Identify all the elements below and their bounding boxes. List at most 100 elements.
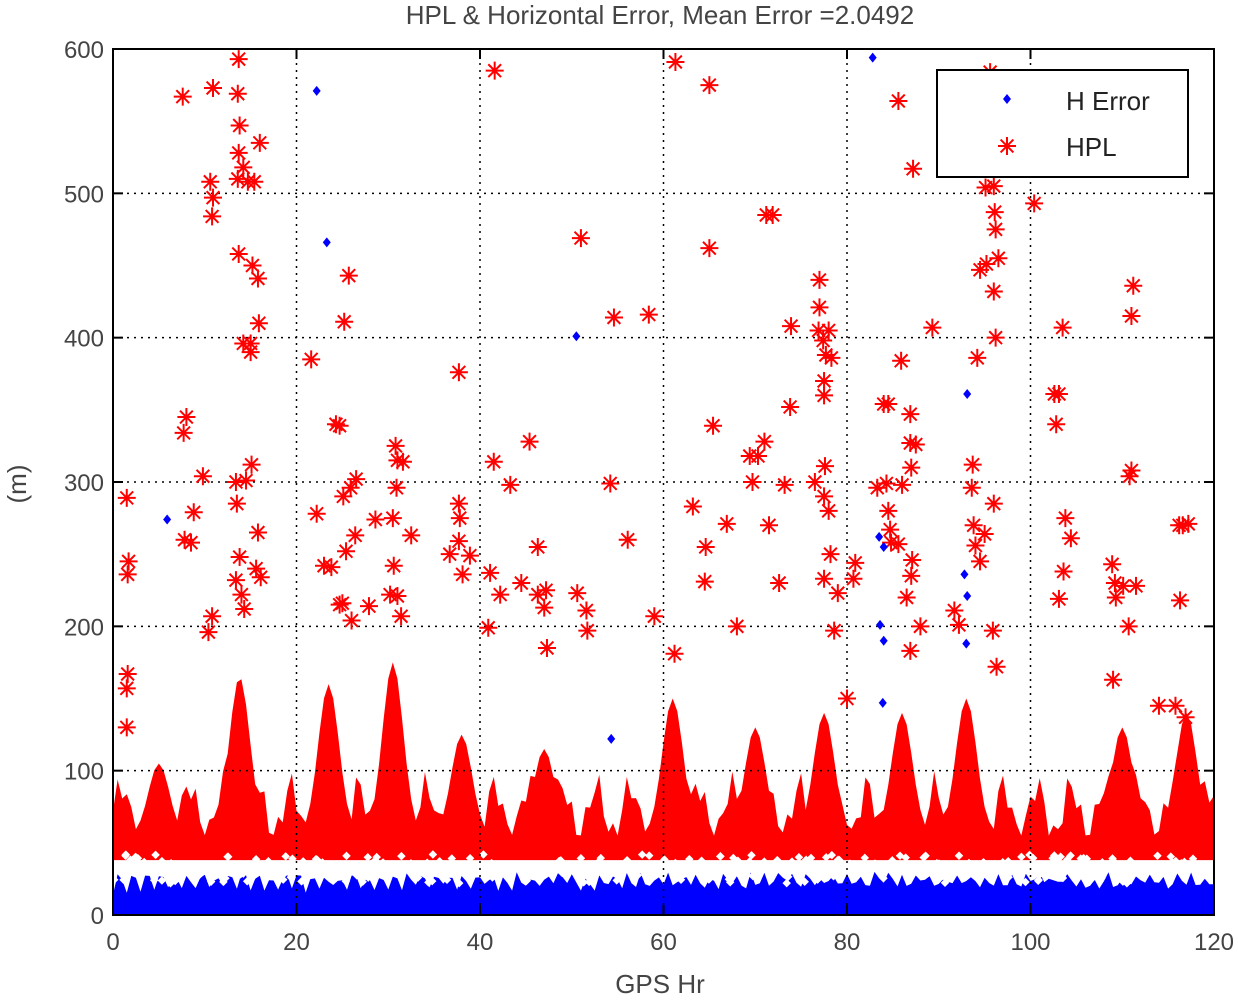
hpl-point [383, 509, 402, 528]
hpl-point [381, 585, 400, 604]
hpl-point [645, 607, 664, 626]
hpl-point [322, 558, 341, 577]
gap-speckle [584, 877, 594, 887]
y-tick-label: 300 [64, 470, 104, 497]
x-tick-label: 40 [467, 929, 494, 956]
hpl-point [346, 526, 365, 545]
gap-speckle [1025, 850, 1034, 860]
hpl-point [388, 451, 407, 470]
hpl-point [775, 475, 794, 494]
hpl-point [700, 239, 719, 258]
hpl-point [904, 159, 923, 178]
hpl-point [949, 615, 968, 634]
y-tick-label: 600 [64, 37, 104, 64]
gap-speckle [822, 867, 832, 876]
gap-speckle [940, 878, 950, 888]
gap-speckle [1182, 868, 1191, 878]
gap-speckle [716, 859, 725, 869]
hpl-point [1176, 708, 1195, 727]
hpl-point [248, 523, 267, 542]
gap-speckle [298, 857, 308, 866]
hpl-point [1173, 516, 1192, 535]
gap-speckle [787, 857, 797, 866]
hpl-point [828, 584, 847, 603]
hpl-point [868, 478, 887, 497]
data-points [117, 50, 1198, 744]
gap-speckle [1126, 856, 1135, 866]
hpl-point [568, 584, 587, 603]
gap-speckle [281, 852, 290, 861]
hpl-point [815, 457, 834, 476]
gap-speckle [341, 877, 351, 886]
gap-speckle [167, 865, 176, 874]
gap-speckle [332, 866, 341, 875]
hpl-point [695, 572, 714, 591]
hpl-point [964, 516, 983, 535]
gap-speckle [704, 875, 714, 884]
gap-speckle [1087, 874, 1097, 883]
gap-speckle [800, 877, 809, 886]
hpl-point [237, 471, 256, 490]
y-tick-label: 200 [64, 614, 104, 641]
hpl-point [984, 282, 1003, 301]
gap-speckle [833, 855, 843, 864]
gap-speckle [1048, 854, 1057, 863]
gap-speckle [487, 858, 496, 868]
legend-label-h-error: H Error [1066, 86, 1150, 116]
gap-speckle [747, 851, 756, 860]
hpl-point [1127, 576, 1146, 595]
gap-speckle [1056, 852, 1065, 862]
hpl-point [814, 331, 833, 350]
hpl-point [683, 497, 702, 516]
h-error-point [876, 619, 885, 630]
gap-speckle [733, 866, 743, 875]
hpl-point [782, 317, 801, 336]
gap-speckle [446, 860, 456, 870]
gap-speckle [1180, 857, 1189, 867]
hpl-point [809, 321, 828, 340]
hpl-point [838, 689, 856, 708]
hpl-point [577, 601, 596, 620]
hpl-point [749, 447, 768, 466]
gap-speckle [1002, 860, 1012, 870]
hpl-point [449, 363, 468, 382]
hpl-point [204, 78, 223, 97]
hpl-point [119, 552, 138, 571]
hpl-point [193, 467, 212, 486]
hpl-point [810, 270, 829, 289]
hpl-point [184, 503, 203, 522]
hpl-point [819, 321, 838, 340]
h-error-point [312, 85, 321, 96]
gap-speckle [1139, 872, 1149, 881]
hpl-point [815, 569, 834, 588]
hpl-point [986, 220, 1005, 239]
hpl-point [704, 416, 723, 435]
gap-speckle [372, 859, 382, 869]
hpl-point [118, 664, 137, 683]
gap-speckle [908, 860, 918, 869]
hpl-point [639, 305, 658, 324]
hpl-point [243, 256, 262, 275]
hpl-point [450, 509, 469, 528]
hpl-point [985, 203, 1004, 222]
y-axis-label: (m) [2, 465, 32, 504]
hpl-point [302, 350, 321, 369]
plot-frame [112, 48, 1215, 916]
hpl-point [366, 510, 385, 529]
gap-speckle [288, 854, 297, 864]
gap-speckle [860, 853, 870, 863]
hpl-point [902, 458, 921, 477]
hpl-point [232, 585, 251, 604]
gap-speckle [1149, 865, 1158, 875]
hpl-point [881, 520, 900, 539]
gap-speckle [916, 861, 926, 871]
hpl-point [384, 556, 403, 575]
gap-speckle [491, 867, 500, 877]
hpl-point [983, 621, 1002, 640]
gap-speckle [622, 856, 632, 865]
chart-title: HPL & Horizontal Error, Mean Error =2.04… [406, 0, 914, 30]
gap-speckle [406, 859, 416, 868]
hpl-point [666, 52, 685, 71]
hpl-point [479, 618, 498, 637]
